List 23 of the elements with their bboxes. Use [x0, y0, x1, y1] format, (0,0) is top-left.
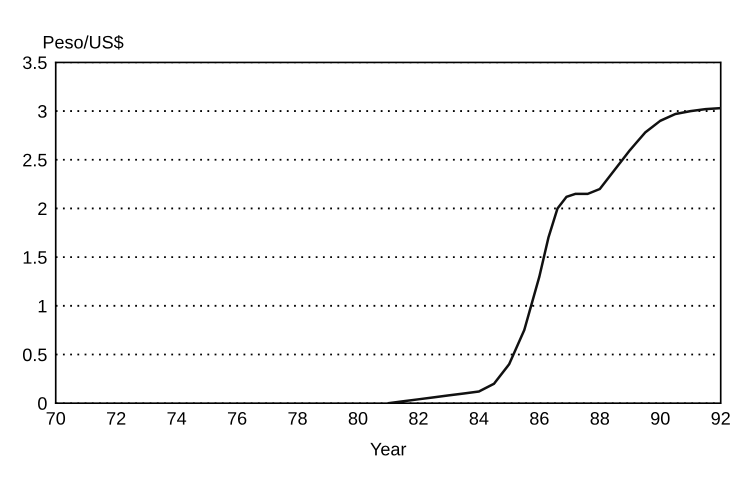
y-tick-label: 2.5 — [23, 154, 47, 166]
line-series — [386, 106, 721, 404]
x-tick-label: 78 — [288, 412, 307, 425]
x-tick-label: 82 — [409, 412, 428, 425]
x-tick-label: 80 — [348, 412, 368, 425]
x-tick-label: 88 — [590, 412, 610, 425]
y-tick-label: 2 — [38, 202, 46, 215]
x-tick-label: 72 — [107, 412, 126, 425]
x-axis-title: Year — [370, 442, 406, 456]
x-tick-label: 90 — [651, 412, 670, 425]
x-tick-label: 76 — [228, 412, 246, 425]
x-tick-label: 74 — [168, 412, 186, 425]
x-tick-label: 92 — [712, 412, 730, 425]
y-tick-label: 3.5 — [22, 56, 47, 70]
y-tick-label: 1 — [38, 300, 47, 312]
y-axis-title: Peso/US$ — [44, 35, 124, 50]
x-tick-label: 86 — [530, 412, 549, 425]
x-tick-label: 70 — [46, 412, 66, 425]
y-tick-label: 1.5 — [24, 251, 47, 264]
y-tick-label: 0.5 — [23, 348, 47, 362]
x-tick-label: 84 — [470, 412, 488, 425]
y-tick-label: 3 — [38, 105, 47, 118]
y-tick-label: 0 — [38, 397, 47, 410]
